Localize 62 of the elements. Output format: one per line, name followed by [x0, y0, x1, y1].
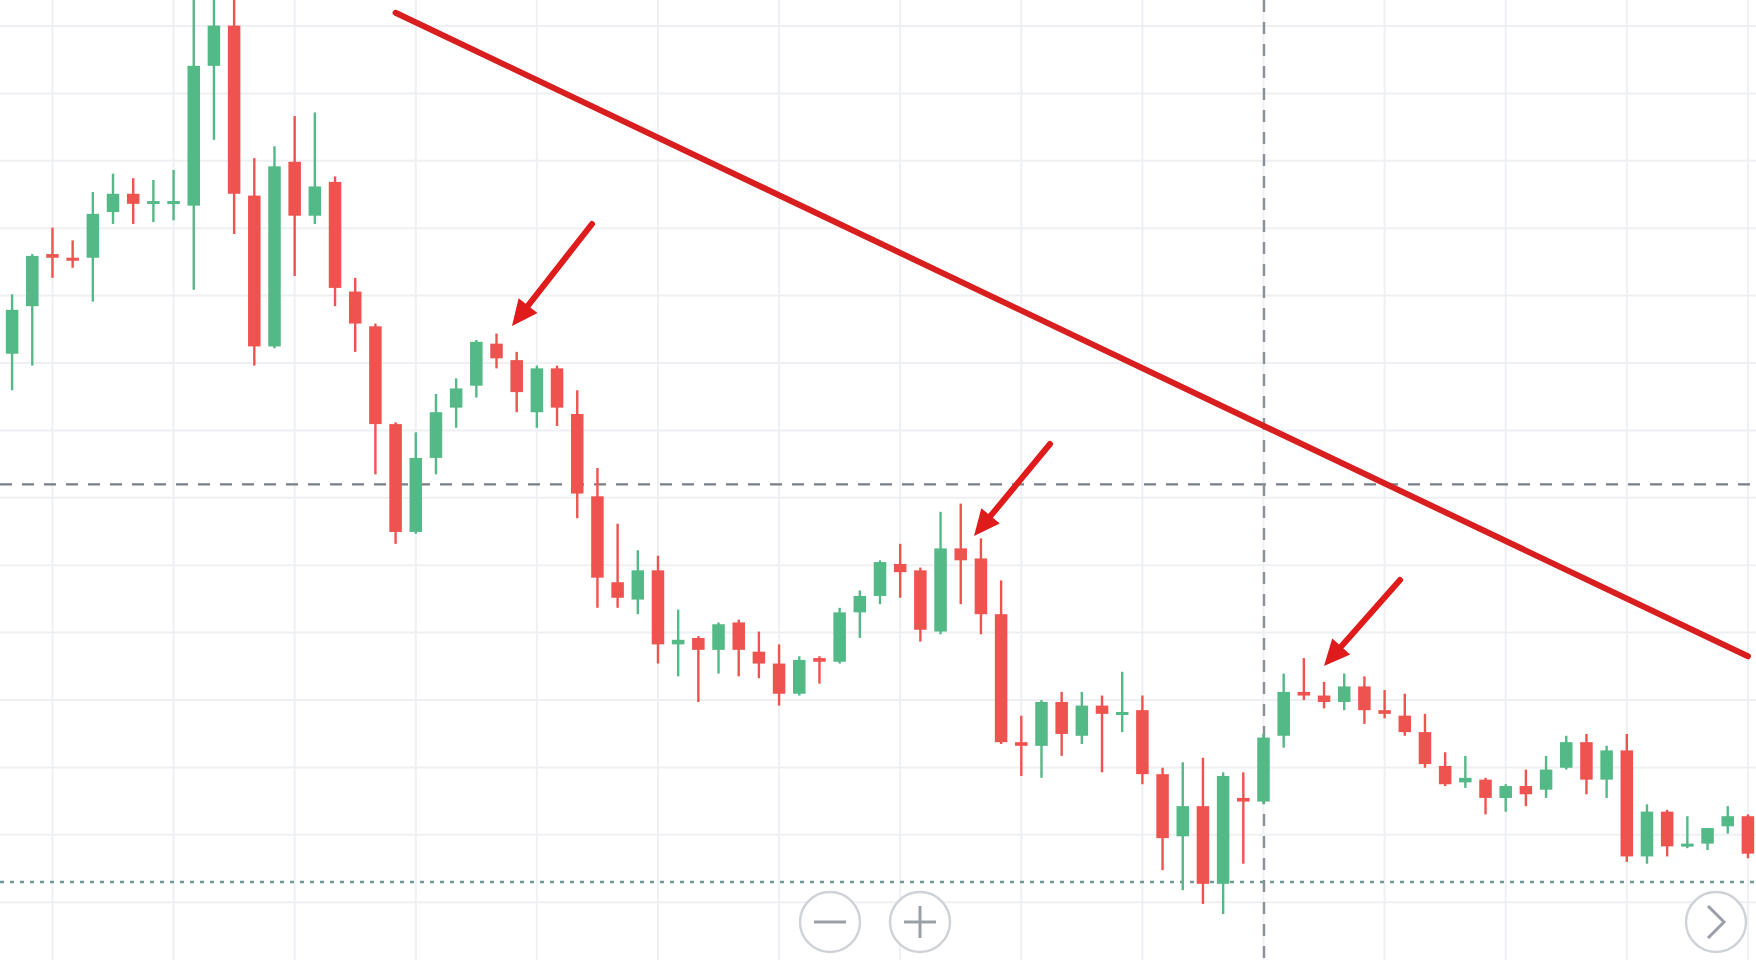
candlestick — [1237, 771, 1250, 865]
candlestick — [1095, 694, 1109, 774]
candlestick — [1640, 803, 1654, 865]
candlestick — [1499, 783, 1512, 813]
candlestick — [207, 0, 221, 142]
candlestick — [1418, 712, 1432, 769]
candlestick — [1519, 768, 1533, 808]
candlestick — [106, 172, 120, 226]
candlestick — [1035, 698, 1048, 780]
candlestick — [853, 589, 867, 640]
candlestick — [611, 522, 624, 610]
candlestick — [873, 559, 887, 606]
candlestick — [126, 177, 140, 226]
candlestick — [1176, 761, 1190, 892]
candlestick — [1660, 808, 1674, 858]
candlestick — [86, 190, 100, 303]
candlestick — [66, 239, 79, 269]
candlestick — [954, 502, 967, 606]
candlestick — [1560, 734, 1573, 771]
candlestick — [1721, 804, 1734, 835]
candlestick — [470, 338, 483, 399]
candlestick — [692, 634, 705, 704]
candlestick — [1015, 714, 1028, 778]
candlestick — [308, 111, 322, 226]
candlestick — [772, 643, 786, 707]
candlestick — [348, 276, 362, 354]
candlestick — [893, 542, 907, 599]
candlestick — [429, 392, 443, 476]
candlestick — [631, 549, 645, 616]
candlestick — [1741, 813, 1755, 860]
candlestick — [732, 618, 745, 678]
candlestick — [1459, 754, 1472, 790]
candlestick — [1701, 826, 1714, 852]
candlestick — [1115, 670, 1129, 734]
candlestick — [1600, 744, 1613, 800]
candlestick — [167, 168, 180, 222]
candlestick — [752, 630, 766, 680]
candlestick — [510, 350, 523, 414]
candlestick — [449, 377, 463, 429]
candlestick — [1055, 690, 1068, 758]
candlestick — [46, 226, 59, 280]
candlestick — [1438, 751, 1452, 788]
candlestick — [793, 655, 806, 697]
candlestick — [1539, 754, 1553, 800]
candlestick — [1398, 692, 1412, 737]
candlestick — [550, 364, 564, 428]
candlestick — [530, 364, 544, 429]
candlestick — [1297, 656, 1311, 702]
candlestick — [712, 621, 725, 675]
candlestick — [813, 655, 826, 685]
candlestick — [1075, 690, 1089, 746]
candlestick — [1358, 675, 1371, 726]
candlestick — [147, 178, 160, 224]
candlestick — [1317, 680, 1331, 710]
candlestick — [1378, 688, 1391, 720]
candlestick — [1337, 672, 1351, 712]
candlestick — [1681, 815, 1694, 850]
candlestick — [490, 332, 503, 370]
candlestick — [1580, 732, 1593, 796]
candlestick — [5, 293, 19, 392]
candlestick — [1479, 776, 1492, 816]
candlestick — [1277, 672, 1290, 749]
